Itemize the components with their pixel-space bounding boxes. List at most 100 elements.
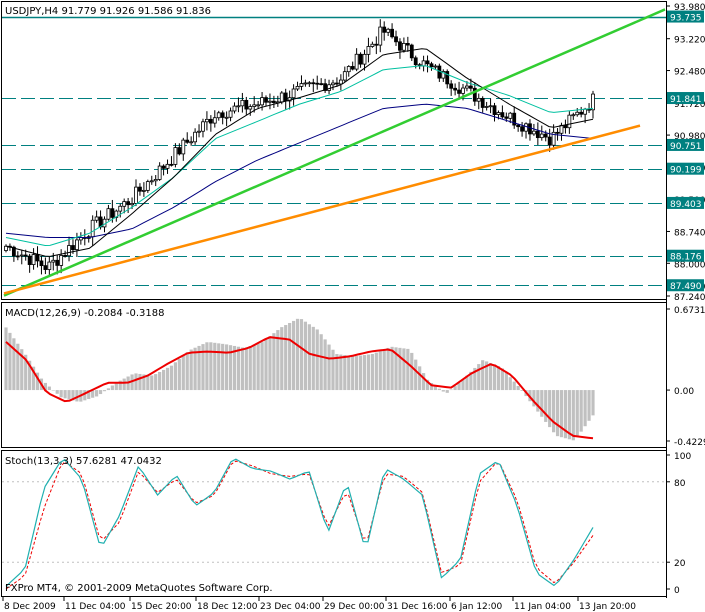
candle-bull [59, 255, 64, 266]
level-price-label: 88.176 [670, 253, 702, 263]
candle-bull [165, 163, 170, 169]
candle-bear [335, 82, 339, 85]
macd-histogram-bar [358, 355, 363, 391]
macd-histogram-bar [555, 390, 560, 437]
candle-bull [181, 139, 186, 155]
ma-fast-line [5, 48, 594, 257]
candle-bear [138, 186, 142, 192]
candle-bull [299, 83, 304, 87]
macd-histogram-bar [488, 362, 493, 391]
macd-histogram-bar [12, 338, 16, 391]
candle-bear [398, 41, 402, 51]
candle-bear [110, 208, 115, 218]
macd-histogram-bar [228, 345, 233, 391]
candle-bear [350, 66, 355, 70]
time-tick-label: 29 Dec 00:00 [324, 602, 385, 612]
candle-bear [35, 254, 40, 262]
macd-histogram-bar [158, 371, 162, 391]
macd-histogram-bar [59, 390, 63, 398]
level-price-badge [667, 162, 704, 175]
macd-histogram-bar [347, 355, 351, 391]
macd-histogram-bar [217, 343, 221, 391]
macd-histogram-bar [516, 386, 520, 391]
candle-bull [303, 82, 308, 85]
candle-bull [433, 65, 438, 68]
macd-histogram-bar [496, 366, 501, 391]
candle-bear [244, 99, 249, 110]
candle-bull [256, 104, 261, 107]
macd-histogram-bar [28, 360, 32, 391]
macd-histogram-bar [177, 358, 181, 391]
macd-histogram-bar [244, 347, 248, 391]
candle-bear [520, 126, 524, 132]
candle-bear [449, 83, 454, 89]
macd-histogram-bar [398, 347, 402, 391]
macd-histogram-bar [394, 347, 398, 391]
macd-histogram-bar [280, 327, 284, 391]
macd-histogram-bar [402, 348, 406, 391]
level-price-label: 89.403 [670, 200, 702, 210]
candle-bear [71, 245, 75, 251]
candle-bear [468, 85, 473, 89]
candle-bull [94, 216, 99, 221]
candle-bull [567, 114, 572, 129]
macd-histogram-bar [303, 321, 308, 391]
macd-histogram-bar [563, 390, 568, 439]
macd-histogram-bar [418, 366, 422, 391]
macd-histogram-bar [390, 346, 394, 391]
trendline-green [3, 8, 666, 297]
candle-bull [342, 71, 347, 81]
macd-histogram-bar [374, 352, 378, 391]
macd-histogram-bar [284, 325, 288, 391]
candle-bull [216, 112, 221, 119]
candle-bear [409, 44, 414, 59]
macd-histogram-bar [55, 390, 59, 394]
macd-histogram-bar [429, 383, 434, 391]
level-price-badge [667, 138, 704, 151]
candle-bull [193, 131, 198, 143]
price-panel [2, 8, 666, 297]
candle-bull [331, 82, 335, 86]
candle-bear [579, 111, 584, 115]
candle-bear [311, 82, 316, 85]
ma-slow-line [5, 103, 594, 238]
candle-bull [90, 219, 95, 238]
macd-histogram-bar [461, 379, 465, 391]
candle-bear [472, 87, 477, 102]
candle-bull [67, 245, 71, 257]
candle-bull [488, 105, 493, 108]
candle-bull [465, 85, 469, 89]
macd-histogram-bar [16, 343, 20, 391]
candle-bear [220, 112, 225, 118]
macd-histogram-bar [142, 374, 146, 391]
candle-bull [51, 259, 56, 263]
candle-bear [480, 97, 485, 108]
candle-bear [283, 92, 288, 102]
candle-bull [189, 141, 194, 144]
level-price-badge [667, 196, 704, 209]
macd-histogram-bar [544, 390, 548, 422]
candle-bear [555, 131, 560, 134]
candle-bull [197, 130, 201, 133]
macd-histogram-bar [323, 339, 327, 391]
candle-bear [63, 255, 67, 257]
candle-bear [27, 255, 32, 265]
candle-bear [23, 254, 28, 257]
macd-histogram-bar [355, 356, 359, 391]
macd-histogram-bar [583, 390, 587, 427]
macd-histogram-bar [95, 390, 99, 397]
macd-histogram-bar [98, 390, 103, 395]
stoch-main-line [5, 458, 594, 587]
candle-bull [575, 111, 580, 116]
macd-histogram-bar [288, 322, 292, 391]
candle-bear [15, 255, 20, 258]
candle-bear [512, 112, 517, 126]
candle-bull [212, 117, 217, 124]
price-tick-label: 90.980 [674, 132, 705, 142]
macd-tick-label: -0.4229 [674, 438, 705, 448]
macd-histogram-bar [169, 365, 174, 391]
macd-histogram-bar [362, 355, 367, 391]
macd-histogram-bar [221, 343, 225, 391]
macd-histogram-bar [291, 320, 296, 391]
